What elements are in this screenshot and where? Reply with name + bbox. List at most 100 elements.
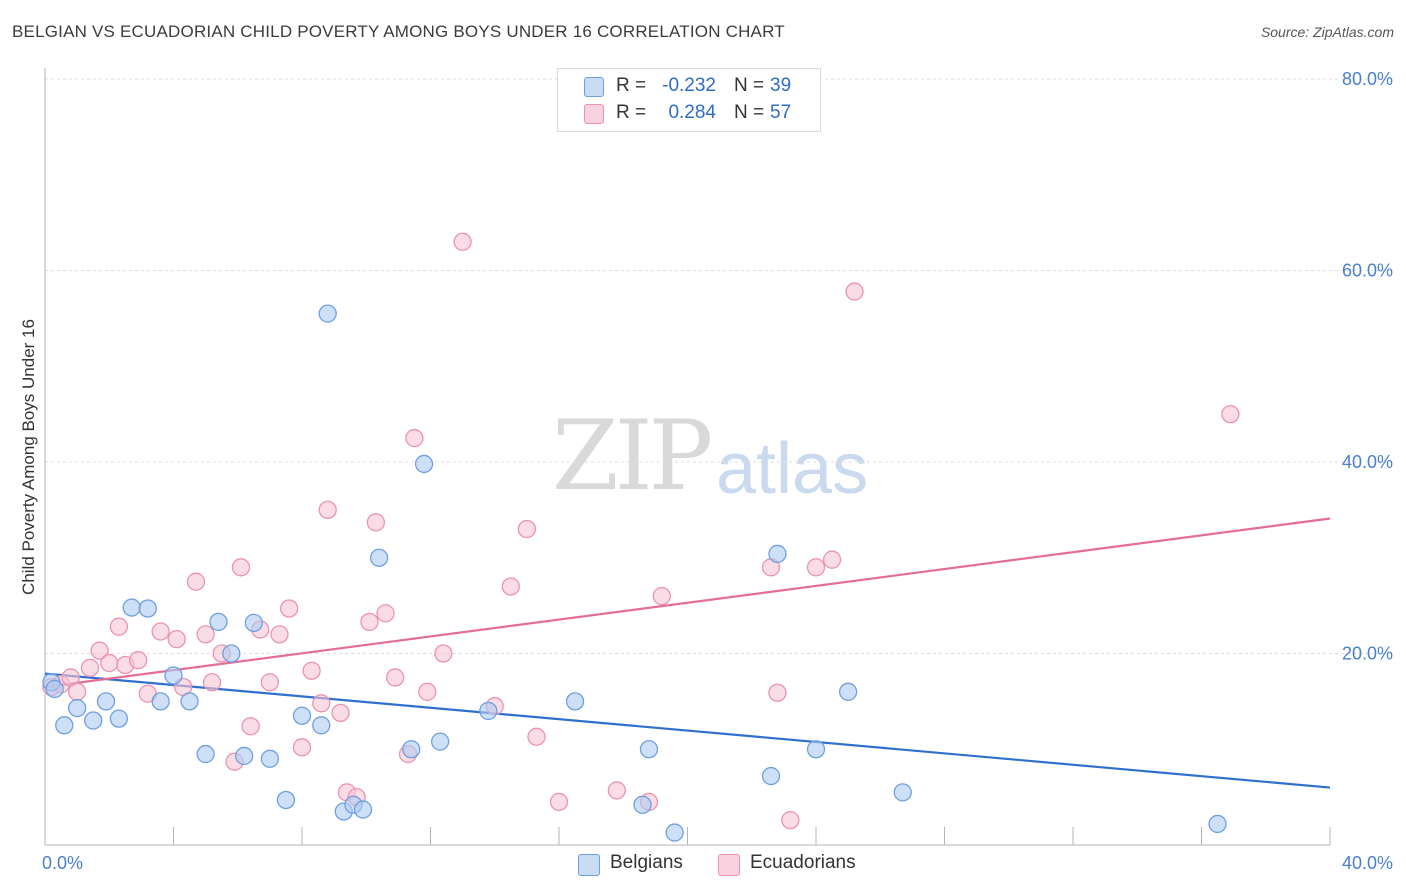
y-axis-label: Child Poverty Among Boys Under 16 [19, 319, 38, 595]
belgian-point [244, 613, 263, 633]
bottom-legend-label-ecuadorians: Ecuadorians [750, 852, 856, 873]
ecuadorian-point [90, 641, 109, 660]
ecuadorian-point [386, 668, 405, 687]
ecuadorian-point [434, 644, 453, 663]
belgian-point [122, 598, 141, 617]
belgian-point [768, 544, 787, 564]
ecuadorian-point [67, 682, 87, 701]
ecuadorian-point [129, 651, 148, 670]
y-tick-label: 20.0% [1342, 644, 1393, 664]
ecuadorian-point [80, 658, 100, 678]
belgian-point [893, 783, 912, 802]
ecuadorian-point [260, 673, 280, 692]
trend-lines [44, 517, 1331, 789]
x-tick-label: 40.0% [1342, 853, 1393, 873]
ecuadorian-point [607, 781, 626, 800]
ecuadorian-point [1221, 404, 1240, 424]
legend-row-belgians: R = -0.232 N = 39 [558, 74, 820, 100]
belgian-point [209, 612, 228, 632]
bottom-legend-swatch-ecuadorians [718, 854, 740, 876]
belgian-point [402, 740, 421, 759]
belgian-point [318, 304, 337, 323]
ecuadorian-point [806, 558, 826, 577]
belgian-point [96, 692, 116, 711]
belgian-point [180, 692, 199, 711]
y-tick-label: 40.0% [1342, 452, 1393, 472]
ecuadorian-point [279, 599, 299, 618]
ecuadorian-point [196, 625, 215, 644]
belgian-point [222, 644, 241, 663]
legend-r-label: R = [616, 102, 647, 123]
belgian-point [838, 682, 858, 701]
ecuadorian-point [109, 617, 129, 636]
ecuadorian-point [270, 625, 289, 644]
legend-swatch-ecuadorians [584, 104, 604, 124]
ecuadorian-point [517, 519, 537, 539]
source-label: Source: ZipAtlas.com [1260, 24, 1394, 40]
ecuadorian-point [366, 513, 386, 532]
bottom-legend-swatch-belgians [578, 854, 600, 876]
legend-r-value: 0.284 [668, 102, 716, 123]
chart-title: BELGIAN VS ECUADORIAN CHILD POVERTY AMON… [12, 22, 785, 41]
belgian-point [235, 746, 254, 766]
ecuadorian-point [845, 282, 864, 301]
ecuadorian-point [652, 586, 671, 606]
belgian-point [479, 701, 498, 721]
belgians-trend-line [44, 672, 1331, 789]
legend-n-value: 57 [770, 102, 792, 123]
data-points [42, 232, 1240, 842]
belgian-point [639, 740, 659, 759]
watermark-zip: ZIP [552, 400, 713, 512]
x-tick-label: 0.0% [42, 853, 83, 873]
ecuadorian-point [527, 727, 546, 746]
ecuadorians-trend-line [44, 517, 1331, 689]
ecuadorian-point [549, 792, 569, 812]
belgian-point [138, 599, 157, 618]
ecuadorian-point [822, 550, 842, 569]
belgian-point [67, 698, 87, 718]
belgian-point [260, 749, 280, 768]
y-tick-label: 80.0% [1342, 69, 1393, 89]
belgian-point [109, 709, 129, 728]
ecuadorian-point [100, 653, 119, 673]
ecuadorian-point [302, 661, 321, 680]
ecuadorian-point [186, 572, 206, 591]
belgian-point [45, 679, 64, 699]
belgian-point [55, 716, 74, 735]
legend-n-label: N = [734, 75, 765, 96]
ecuadorian-point [781, 810, 800, 830]
belgian-point [151, 692, 170, 711]
belgian-point [665, 823, 684, 842]
belgian-point [761, 766, 781, 786]
ecuadorian-point [405, 428, 424, 448]
belgian-point [414, 454, 434, 474]
watermark-atlas: atlas [716, 429, 869, 509]
belgian-point [430, 732, 450, 751]
belgian-point [1208, 814, 1227, 834]
ecuadorian-point [360, 612, 379, 632]
legend-n-label: N = [734, 102, 765, 123]
ecuadorian-point [768, 683, 787, 702]
ecuadorian-point [501, 577, 520, 596]
legend-n-value: 39 [770, 75, 792, 96]
tick-labels: 20.0% 40.0% 60.0% 80.0% 0.0% 40.0% [42, 69, 1393, 873]
belgian-point [369, 548, 389, 567]
belgian-point [196, 744, 215, 764]
belgian-point [164, 666, 183, 685]
belgian-point [633, 795, 652, 814]
ecuadorian-point [376, 604, 395, 623]
legend-r-value: -0.232 [662, 75, 716, 96]
ecuadorian-point [453, 232, 472, 251]
ecuadorian-point [167, 629, 186, 649]
legend-swatch-belgians [584, 77, 604, 97]
belgian-point [806, 740, 826, 759]
axes [44, 68, 1331, 846]
belgian-point [565, 692, 585, 711]
y-tick-label: 60.0% [1342, 261, 1393, 281]
ecuadorian-point [202, 673, 222, 692]
bottom-legend-label-belgians: Belgians [610, 852, 683, 873]
ecuadorian-point [318, 500, 337, 520]
ecuadorian-point [418, 682, 437, 701]
ecuadorian-point [312, 694, 331, 713]
